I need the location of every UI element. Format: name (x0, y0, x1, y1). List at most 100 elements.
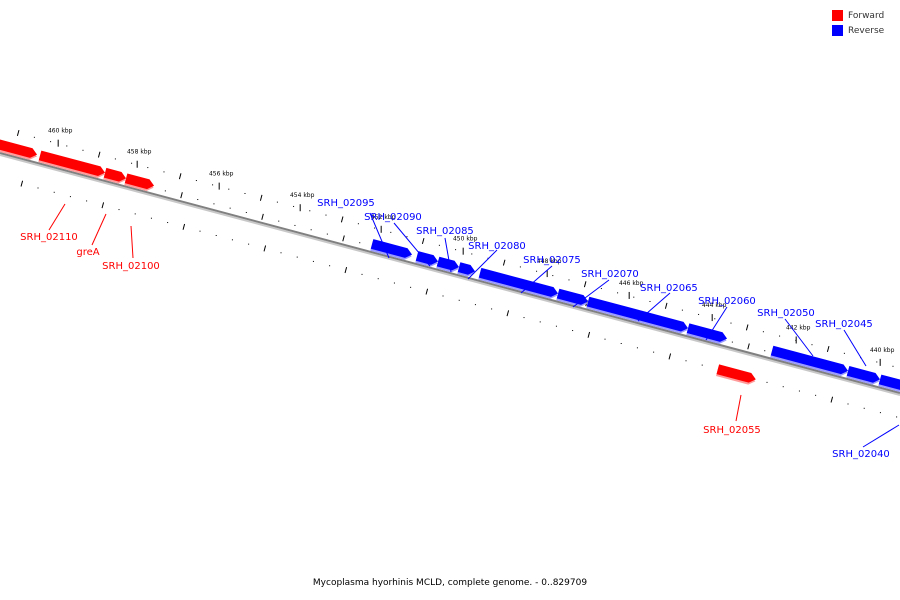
major-tick (668, 353, 672, 360)
minor-tick (474, 304, 476, 306)
label-leader-line (91, 213, 107, 246)
gene-label: SRH_02075 (523, 255, 581, 266)
gene-label: SRH_02060 (698, 296, 756, 307)
minor-tick (293, 205, 295, 207)
gene-arrow (686, 323, 728, 342)
minor-tick (555, 325, 557, 327)
minor-tick (147, 167, 149, 169)
gene-label: SRH_02040 (832, 449, 890, 460)
scale-tick-label: 442 kbp (786, 324, 811, 331)
minor-tick (766, 381, 768, 383)
minor-tick (164, 190, 166, 192)
minor-tick (782, 386, 784, 388)
minor-tick (326, 233, 328, 235)
major-tick (745, 324, 749, 331)
minor-tick (701, 364, 703, 366)
gene-label: SRH_02050 (757, 308, 815, 319)
major-tick (342, 235, 345, 242)
minor-tick (244, 192, 246, 194)
minor-tick (197, 199, 199, 201)
forward-swatch (832, 10, 843, 21)
major-tick (506, 310, 510, 317)
minor-tick (798, 390, 800, 392)
minor-tick (248, 243, 250, 245)
minor-tick (730, 322, 732, 324)
minor-tick (374, 227, 376, 229)
minor-tick (698, 313, 700, 315)
minor-tick (455, 249, 457, 251)
gene-label: SRH_02110 (20, 232, 78, 243)
gene-arrow (770, 345, 849, 375)
major-tick (421, 237, 425, 245)
minor-tick (863, 407, 865, 409)
minor-tick (361, 273, 363, 275)
label-leader-line (784, 318, 814, 357)
gene-arrow (436, 256, 460, 271)
gene-SRH_02110 (0, 139, 38, 160)
label-leader-line (369, 212, 390, 259)
gene-label: greA (76, 247, 99, 258)
minor-tick (779, 335, 781, 337)
gene-SRH_02075 (478, 267, 559, 299)
major-tick (583, 281, 587, 288)
minor-tick (438, 244, 440, 246)
gene-SRH_02050 (770, 345, 849, 377)
gene-SRH_02080 (457, 262, 476, 277)
label-leader-line (467, 249, 498, 280)
scale-tick-label: 450 kbp (453, 236, 478, 243)
minor-tick (199, 230, 201, 232)
gene-SRH_02045 (846, 366, 881, 385)
major-tick (425, 288, 429, 295)
gene-arrow (0, 139, 38, 158)
major-tick (587, 331, 591, 338)
minor-tick (329, 265, 331, 267)
minor-tick (357, 223, 359, 225)
major-tick (16, 129, 20, 137)
scale-tick-label: 446 kbp (619, 280, 644, 287)
major-tick (826, 345, 830, 353)
legend-forward-label: Forward (848, 10, 885, 21)
minor-tick (843, 352, 845, 354)
minor-tick (69, 196, 71, 198)
genome-backbone (0, 152, 900, 396)
minor-tick (620, 342, 622, 344)
scale-tick-label: 452 kbp (371, 214, 396, 221)
gene-label: SRH_02080 (468, 241, 526, 252)
minor-tick (896, 416, 898, 418)
gene-arrow (415, 251, 439, 265)
minor-tick (280, 252, 282, 254)
minor-tick (811, 344, 813, 346)
label-leader-line (637, 292, 671, 322)
gene-SRH_02100 (103, 167, 127, 184)
gene-label: SRH_02070 (581, 269, 639, 280)
minor-tick (66, 145, 68, 147)
major-tick (344, 267, 348, 274)
major-tick (97, 151, 101, 158)
minor-tick (294, 224, 296, 226)
label-leader-line (520, 265, 553, 294)
minor-tick (847, 403, 849, 405)
label-leader-line (572, 279, 610, 308)
minor-tick (762, 331, 764, 333)
major-tick (182, 223, 186, 230)
minor-tick (134, 213, 136, 215)
label-leader-line (705, 306, 728, 341)
minor-tick (163, 171, 165, 173)
gene-SRH_02060 (686, 323, 728, 344)
major-tick (20, 180, 24, 187)
major-tick (340, 216, 344, 223)
minor-tick (150, 217, 152, 219)
minor-tick (491, 308, 493, 310)
scale-tick-label: 444 kbp (702, 302, 727, 309)
minor-tick (892, 365, 894, 367)
minor-tick (245, 211, 247, 213)
label-leader-line (862, 424, 900, 448)
minor-tick (410, 286, 412, 288)
label-leader-line (48, 203, 66, 231)
minor-tick (53, 191, 55, 193)
minor-tick (519, 266, 521, 268)
minor-tick (442, 295, 444, 297)
gene-label: SRH_02100 (102, 261, 160, 272)
gene-features (0, 139, 900, 392)
major-tick (502, 259, 506, 266)
